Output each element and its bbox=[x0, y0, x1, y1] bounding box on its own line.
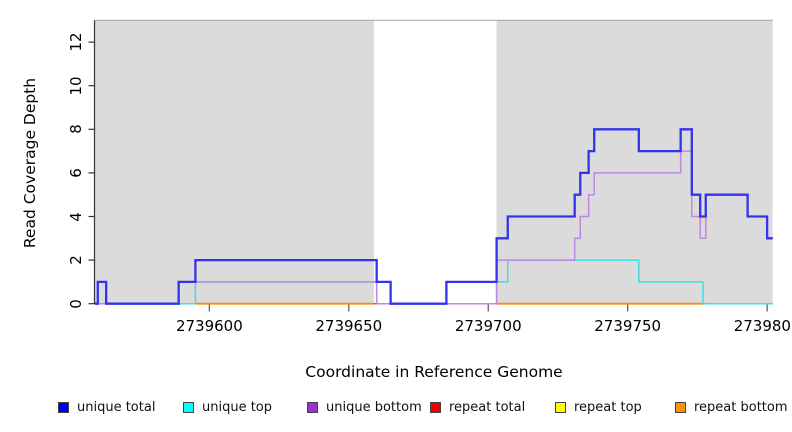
x-tick-label: 2739700 bbox=[454, 317, 522, 335]
legend-label: repeat total bbox=[449, 399, 526, 415]
legend-swatch-icon bbox=[555, 401, 566, 413]
legend-label: unique bottom bbox=[326, 399, 422, 415]
legend-swatch-icon bbox=[675, 401, 686, 413]
x-tick-label: 2739750 bbox=[594, 317, 662, 335]
y-tick-label: 0 bbox=[67, 298, 85, 309]
legend-item-unique-total: unique total bbox=[58, 398, 155, 416]
legend-item-unique-bottom: unique bottom bbox=[307, 398, 422, 416]
legend-item-repeat-total: repeat total bbox=[430, 398, 525, 416]
legend-swatch-icon bbox=[307, 401, 318, 413]
x-tick-label: 2739600 bbox=[175, 317, 243, 335]
legend-swatch-icon bbox=[58, 401, 69, 413]
y-tick-label: 10 bbox=[67, 76, 85, 96]
y-tick-label: 6 bbox=[67, 168, 85, 178]
legend-item-unique-top: unique top bbox=[183, 398, 272, 416]
legend-label: repeat top bbox=[574, 399, 642, 415]
legend: unique total unique top unique bottom repea… bbox=[0, 398, 792, 418]
shaded-region bbox=[95, 20, 374, 304]
x-tick-label: 2739650 bbox=[315, 317, 383, 335]
series-unique-total bbox=[95, 128, 773, 305]
shaded-region bbox=[496, 20, 773, 304]
x-axis-title: Coordinate in Reference Genome bbox=[305, 363, 563, 381]
y-axis-title: Read Coverage Depth bbox=[21, 77, 39, 249]
legend-label: repeat bottom bbox=[694, 399, 788, 415]
legend-item-repeat-bottom: repeat bottom bbox=[675, 398, 788, 416]
legend-label: unique total bbox=[77, 399, 156, 415]
y-tick-label: 2 bbox=[67, 255, 85, 265]
legend-label: unique top bbox=[202, 399, 273, 415]
y-tick-label: 12 bbox=[67, 32, 85, 52]
legend-swatch-icon bbox=[183, 401, 194, 413]
y-tick-label: 4 bbox=[67, 211, 85, 222]
legend-swatch-icon bbox=[430, 401, 441, 413]
y-tick-label: 8 bbox=[67, 124, 85, 135]
legend-item-repeat-top: repeat top bbox=[555, 398, 642, 416]
